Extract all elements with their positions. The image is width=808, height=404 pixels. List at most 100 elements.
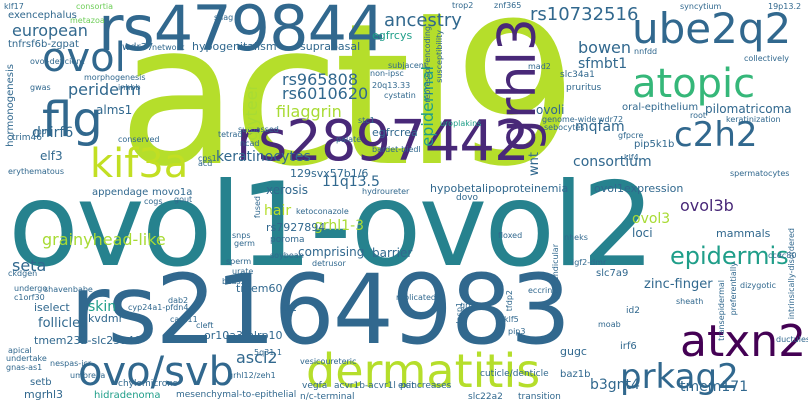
word-root: root (690, 111, 707, 120)
word-cps1: cps1 (198, 154, 217, 163)
word-uroplakins: uroplakins (440, 119, 482, 128)
word-tetrad: tetrad (218, 130, 243, 139)
word-exencephalus: exencephalus (8, 10, 77, 21)
word-epidermis: epidermis (670, 242, 789, 270)
word-floxed: floxed (498, 231, 523, 240)
word-network: network (152, 43, 185, 52)
word-bardet-biedl: bardet-biedl (372, 145, 421, 154)
word-rs6010620: rs6010620 (282, 84, 369, 103)
word-morphogenesis: morphogenesis (84, 73, 146, 82)
word-tmem60: tmem60 (236, 282, 283, 295)
word-slc22a2: slc22a2 (468, 392, 503, 402)
word-exit: exit (398, 381, 415, 391)
word-or10a3: or10a3-nlrp10 (204, 329, 283, 342)
word-soybean: soybean (270, 251, 304, 260)
word-fused: fused (253, 196, 262, 219)
word-collectively: collectively (744, 54, 790, 63)
word-tnfrsf6b-zgpat: tnfrsf6b-zgpat (8, 39, 79, 50)
word-pruritus: pruritus (566, 83, 602, 93)
word-trop2: trop2 (452, 1, 474, 10)
word-rs479844: rs479844 (98, 0, 385, 65)
word-detrusor: detrusor (312, 259, 346, 268)
word-cogs: cogs (144, 197, 163, 206)
word-perpendicular: perpendicular (551, 244, 560, 300)
word-card11: card11 (170, 315, 198, 324)
word-rs10732516: rs10732516 (530, 4, 639, 25)
word-skin: skin (88, 299, 117, 315)
word-prkag2: prkag2 (620, 357, 739, 397)
word-consortia: consortia (76, 2, 113, 11)
word-palate: palate (336, 135, 362, 144)
word-preferentially: preferentially (729, 262, 738, 316)
word-129svx: 129svx57b1/6 (290, 167, 369, 180)
word-rs965808: rs965808 (282, 70, 358, 89)
word-19p13-2: 19p13.2 (768, 2, 802, 11)
word-apical: apical (8, 346, 32, 355)
word-nnfdd: nnfdd (634, 47, 658, 56)
word-ketoconazole: ketoconazole (296, 207, 349, 216)
word-klf17: klf17 (4, 2, 24, 11)
word-setb: setb (30, 377, 52, 388)
word-grhl12: grhl12/zeh1 (228, 371, 276, 380)
word-gugc: gugc (560, 345, 587, 358)
word-hypobetalipoproteinemia: hypobetalipoproteinemia (430, 182, 569, 195)
word-dnirf6: dnirf6 (32, 125, 74, 141)
word-erythematous: erythematous (8, 167, 65, 176)
word-iselect: iselect (34, 301, 70, 314)
word-transition: transition (518, 392, 561, 402)
word-ancestry: ancestry (384, 10, 462, 31)
word-snag: snag (214, 13, 234, 22)
word-poroma: poroma (270, 235, 305, 245)
word-dermatitis: dermatitis (306, 344, 541, 398)
word-cleft: cleft (196, 321, 214, 330)
word-barrier: barrier (372, 246, 413, 260)
word-subjacent: subjacent (388, 61, 427, 70)
word-periderm: periderm (68, 80, 141, 99)
word-germ: germ (234, 239, 255, 248)
word-stc1: stc1 (358, 116, 375, 125)
word-atxn2: atxn2 (680, 316, 807, 367)
word-irf6: irf6 (620, 341, 637, 352)
word-ovol: ovol (42, 35, 126, 81)
word-chylomicrons: chylomicrons (118, 379, 178, 389)
word-ductules: ductules (776, 335, 808, 344)
word-mad2: mad2 (528, 62, 551, 71)
word-cuticle: cuticle/denticle (480, 369, 549, 379)
word-oral-epithelium: oral-epithelium (622, 102, 699, 113)
word-ncad: ncad (240, 139, 260, 148)
word-surpassed: surpassed (238, 125, 279, 134)
word-loci: loci (632, 226, 653, 240)
word-pip3: pip3 (508, 327, 526, 336)
word-snps: snps (232, 231, 251, 240)
word-sheath: sheath (676, 297, 704, 306)
word-grhl1-3: grhl1-3 (314, 218, 365, 234)
word-dovo: dovo (456, 193, 479, 203)
word-appendage: appendage (92, 187, 149, 198)
word-susceptibility: susceptibility (435, 30, 444, 83)
word-acd: acd (198, 159, 213, 168)
word-transepidermal: transepidermal (717, 280, 726, 341)
word-ovo-svb: ovo/svb (78, 349, 234, 395)
word-rs2164983: rs2164983 (70, 254, 571, 366)
word-ovol3: ovol3 (632, 211, 671, 227)
word-seta: seta (12, 256, 47, 275)
word-eccrine: eccrine (528, 286, 558, 295)
word-sebocytes: sebocytes (544, 123, 585, 132)
word-follicles: follicles (38, 316, 87, 331)
word-ovol3b: ovol3b (680, 196, 734, 215)
word-actl9: actl9 (118, 0, 578, 210)
word-wdr72: wdr72 (598, 115, 624, 124)
word-id2: id2 (626, 306, 640, 316)
word-hormonogenesis: hormonogenesis (5, 64, 16, 147)
word-b3gnt4: b3gnt4 (590, 377, 640, 393)
word-tfdp2: tfdp2 (505, 290, 514, 312)
word-pancreases: pancreases (400, 381, 452, 391)
word-undertake: undertake (6, 354, 47, 363)
word-slc7a9: slc7a9 (596, 268, 629, 279)
word-inhbb: inhbb (118, 83, 141, 92)
word-shavenbabe: shavenbabe (44, 285, 93, 294)
word-sperm: sperm (226, 257, 252, 266)
word-baz1b: baz1b (560, 369, 591, 380)
word-cyp24a1: cyp24a1-pfdn4 (128, 303, 189, 312)
word-grainyhead-like: grainyhead-like (42, 230, 166, 249)
